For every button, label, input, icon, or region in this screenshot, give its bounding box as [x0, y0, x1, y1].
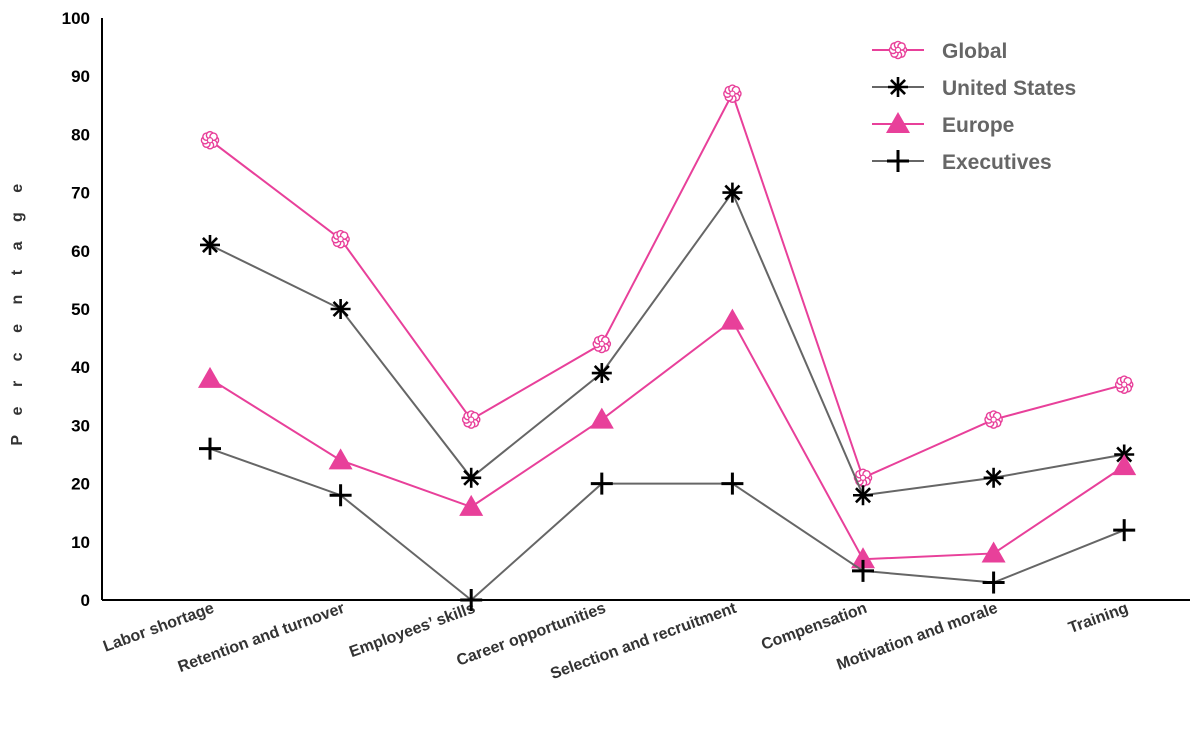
data-point-global [1114, 375, 1134, 394]
legend-item-united-states: United States [872, 77, 1076, 100]
series-group [198, 84, 1137, 611]
data-point-europe [851, 547, 875, 569]
legend-label: Europe [942, 114, 1014, 137]
data-point-united-states [330, 299, 351, 319]
legend-marker-united-states [888, 77, 908, 97]
data-point-europe [198, 366, 222, 388]
y-tick-label: 100 [62, 9, 90, 28]
y-tick-label: 60 [71, 242, 90, 261]
series-global [200, 84, 1134, 488]
legend-label: Global [942, 40, 1007, 63]
data-point-executives [982, 571, 1005, 594]
y-tick-label: 40 [71, 358, 90, 377]
y-tick-label: 90 [71, 67, 90, 86]
data-point-united-states [591, 363, 612, 384]
data-point-europe [589, 407, 614, 429]
series-europe [198, 308, 1137, 569]
data-point-united-states [722, 182, 743, 203]
data-point-executives [852, 559, 874, 582]
data-point-united-states [983, 467, 1004, 488]
data-point-global [331, 229, 350, 249]
x-tick-label: Labor shortage [101, 600, 216, 656]
legend-marker-global [888, 40, 908, 60]
data-point-executives [329, 484, 352, 507]
axes [101, 18, 1190, 601]
series-line-global [209, 91, 1125, 480]
data-point-global [592, 334, 612, 354]
legend-item-global: Global [872, 40, 1007, 63]
data-point-executives [721, 472, 744, 495]
legend-marker-europe [886, 112, 910, 133]
data-point-europe [328, 448, 353, 470]
data-point-europe [981, 541, 1006, 563]
data-point-executives [1113, 519, 1136, 542]
series-line-europe [209, 319, 1125, 561]
data-point-executives [199, 437, 221, 460]
x-tick-label: Training [1066, 600, 1130, 637]
data-point-europe [1112, 454, 1137, 476]
data-point-united-states [200, 234, 220, 255]
data-point-executives [460, 589, 483, 611]
legend-label: Executives [942, 151, 1052, 174]
data-point-executives [590, 472, 613, 495]
y-tick-label: 0 [81, 591, 90, 610]
legend-label: United States [942, 77, 1076, 100]
series-line-united-states [209, 190, 1125, 497]
series-executives [199, 437, 1136, 611]
legend-marker-executives [887, 150, 909, 172]
data-point-global [200, 130, 220, 150]
y-tick-label: 20 [71, 475, 90, 494]
y-tick-label: 70 [71, 184, 90, 203]
series-line-executives [209, 447, 1125, 602]
legend-item-europe: Europe [872, 112, 1014, 137]
data-point-united-states [853, 485, 873, 506]
y-axis-label: Percentage [9, 164, 26, 445]
y-tick-label: 10 [71, 533, 90, 552]
series-united-states [200, 182, 1135, 506]
legend: Global United States Europe Executives [872, 40, 1076, 174]
y-tick-label: 80 [71, 125, 90, 144]
y-tick-label: 50 [71, 300, 90, 319]
data-point-global [723, 84, 742, 103]
y-tick-labels: 0 10 20 30 40 50 60 70 80 90 100 [62, 9, 90, 610]
y-tick-label: 30 [71, 416, 90, 435]
legend-item-executives: Executives [872, 150, 1052, 174]
data-point-united-states [461, 467, 482, 488]
data-point-europe [720, 308, 745, 330]
data-point-global [984, 410, 1003, 429]
data-point-europe [459, 494, 484, 516]
data-point-global [461, 410, 481, 429]
x-tick-label: Compensation [759, 600, 869, 654]
